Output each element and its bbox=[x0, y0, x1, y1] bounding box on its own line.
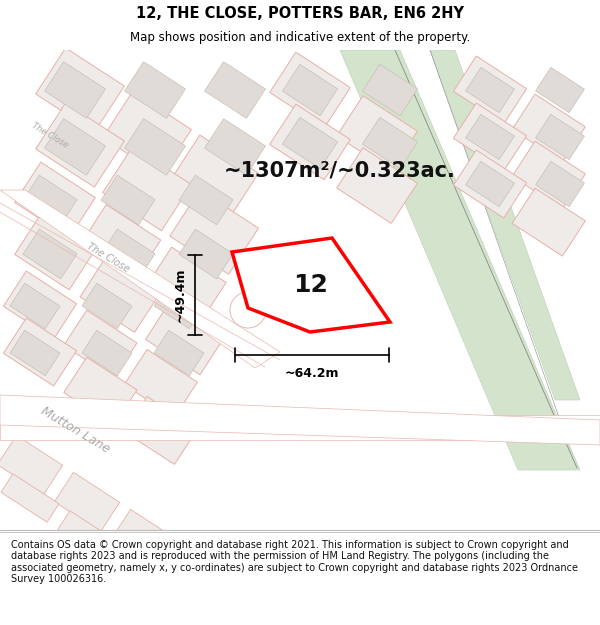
Text: Map shows position and indicative extent of the property.: Map shows position and indicative extent… bbox=[130, 31, 470, 44]
Polygon shape bbox=[154, 283, 204, 329]
Polygon shape bbox=[10, 283, 60, 329]
Polygon shape bbox=[58, 511, 116, 559]
Polygon shape bbox=[337, 96, 418, 171]
Polygon shape bbox=[337, 148, 418, 223]
Polygon shape bbox=[283, 621, 348, 625]
Polygon shape bbox=[82, 283, 132, 329]
Polygon shape bbox=[154, 330, 204, 376]
Polygon shape bbox=[124, 396, 197, 464]
Polygon shape bbox=[536, 114, 584, 159]
Polygon shape bbox=[170, 135, 259, 219]
Polygon shape bbox=[14, 162, 95, 238]
Text: The Close: The Close bbox=[30, 121, 70, 149]
Polygon shape bbox=[172, 585, 230, 625]
Polygon shape bbox=[205, 62, 265, 118]
Polygon shape bbox=[23, 229, 77, 279]
Polygon shape bbox=[101, 229, 155, 279]
Polygon shape bbox=[23, 175, 77, 225]
Polygon shape bbox=[146, 299, 226, 375]
Polygon shape bbox=[512, 188, 586, 256]
Text: The Close: The Close bbox=[85, 241, 131, 274]
Polygon shape bbox=[4, 318, 77, 386]
Polygon shape bbox=[14, 214, 95, 290]
Polygon shape bbox=[1, 474, 59, 522]
Polygon shape bbox=[232, 238, 390, 332]
Polygon shape bbox=[0, 415, 600, 440]
Polygon shape bbox=[226, 584, 291, 625]
Polygon shape bbox=[466, 161, 514, 207]
Polygon shape bbox=[101, 175, 155, 225]
Polygon shape bbox=[64, 357, 137, 425]
Polygon shape bbox=[55, 472, 119, 532]
Polygon shape bbox=[44, 62, 106, 118]
Polygon shape bbox=[205, 119, 265, 175]
Polygon shape bbox=[269, 52, 350, 128]
Polygon shape bbox=[340, 50, 580, 470]
Polygon shape bbox=[179, 229, 233, 279]
Polygon shape bbox=[0, 436, 62, 494]
Polygon shape bbox=[169, 546, 233, 606]
Polygon shape bbox=[269, 104, 350, 180]
Polygon shape bbox=[82, 330, 132, 376]
Polygon shape bbox=[115, 548, 173, 596]
Polygon shape bbox=[35, 103, 124, 187]
Polygon shape bbox=[466, 114, 514, 159]
Polygon shape bbox=[124, 349, 197, 418]
Circle shape bbox=[230, 292, 266, 328]
Polygon shape bbox=[466, 68, 514, 112]
Polygon shape bbox=[229, 622, 287, 625]
Polygon shape bbox=[283, 118, 338, 169]
Polygon shape bbox=[0, 190, 280, 368]
Polygon shape bbox=[454, 56, 527, 124]
Polygon shape bbox=[454, 103, 527, 171]
Text: ~1307m²/~0.323ac.: ~1307m²/~0.323ac. bbox=[224, 160, 456, 180]
Polygon shape bbox=[170, 190, 259, 274]
Polygon shape bbox=[64, 310, 137, 378]
Text: Contains OS data © Crown copyright and database right 2021. This information is : Contains OS data © Crown copyright and d… bbox=[11, 539, 578, 584]
Polygon shape bbox=[112, 509, 176, 569]
Polygon shape bbox=[536, 68, 584, 112]
Polygon shape bbox=[430, 50, 580, 400]
Polygon shape bbox=[80, 204, 161, 280]
Polygon shape bbox=[536, 161, 584, 207]
Polygon shape bbox=[4, 271, 77, 339]
Text: Mutton Lane: Mutton Lane bbox=[38, 404, 112, 456]
Polygon shape bbox=[362, 118, 418, 169]
Text: ~64.2m: ~64.2m bbox=[285, 367, 339, 380]
Text: 12: 12 bbox=[293, 273, 328, 298]
Polygon shape bbox=[0, 395, 600, 445]
Text: 12, THE CLOSE, POTTERS BAR, EN6 2HY: 12, THE CLOSE, POTTERS BAR, EN6 2HY bbox=[136, 6, 464, 21]
Polygon shape bbox=[283, 64, 338, 116]
Polygon shape bbox=[362, 64, 418, 116]
Polygon shape bbox=[125, 62, 185, 118]
Polygon shape bbox=[103, 91, 191, 176]
Polygon shape bbox=[10, 330, 60, 376]
Text: ~49.4m: ~49.4m bbox=[174, 268, 187, 322]
Polygon shape bbox=[454, 150, 527, 218]
Polygon shape bbox=[146, 247, 226, 322]
Polygon shape bbox=[179, 175, 233, 225]
Polygon shape bbox=[512, 94, 586, 162]
Polygon shape bbox=[80, 257, 161, 332]
Polygon shape bbox=[512, 141, 586, 209]
Polygon shape bbox=[35, 48, 124, 132]
Polygon shape bbox=[103, 146, 191, 231]
Polygon shape bbox=[44, 119, 106, 175]
Polygon shape bbox=[125, 119, 185, 175]
